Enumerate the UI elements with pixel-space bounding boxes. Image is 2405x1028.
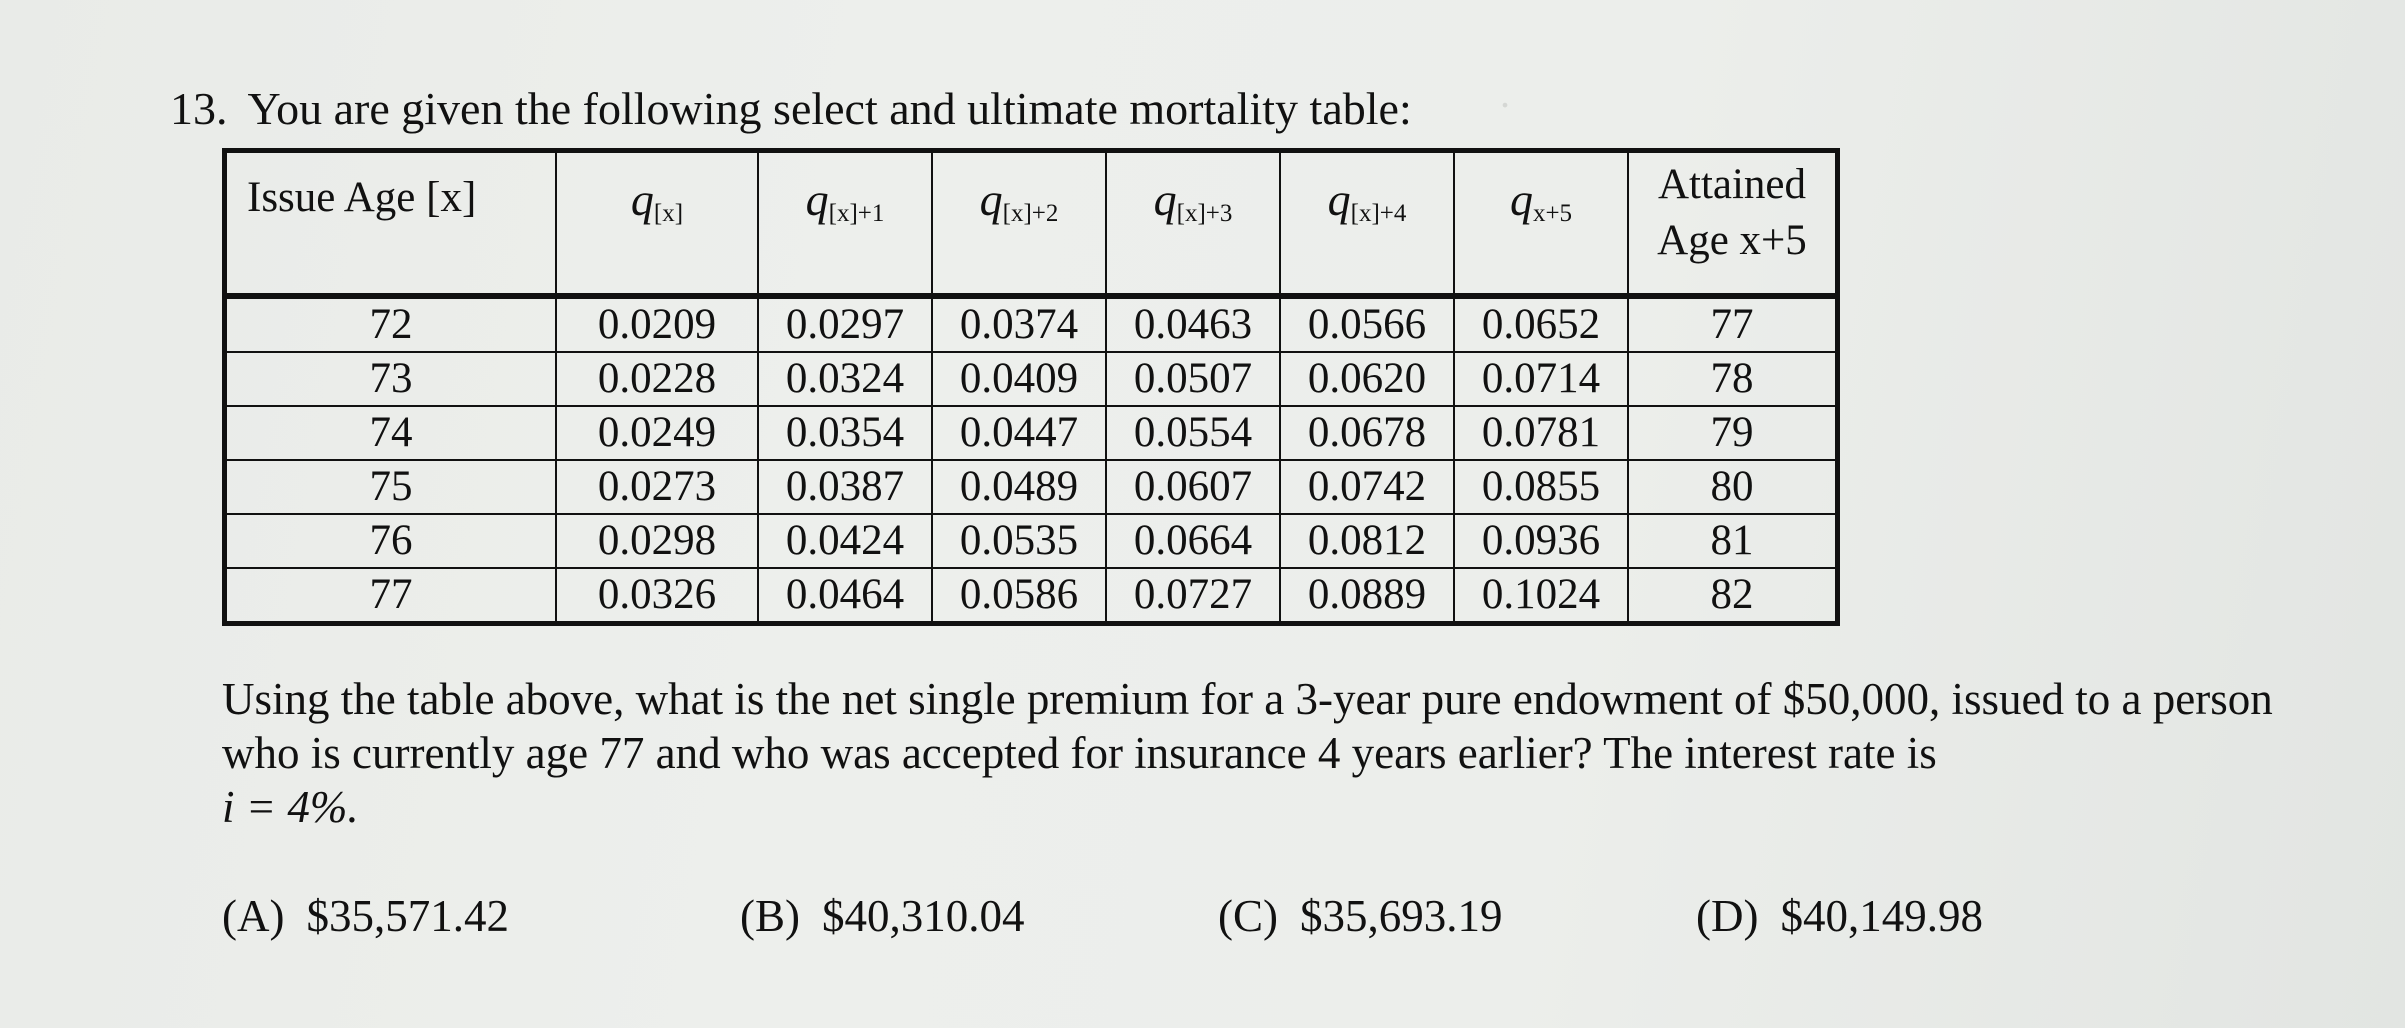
- q-value-cell: 0.0742: [1279, 459, 1455, 515]
- q-value-cell: 0.0463: [1105, 295, 1281, 353]
- q-value-cell: 0.0936: [1453, 513, 1629, 569]
- q-value-cell: 0.0855: [1453, 459, 1629, 515]
- q-value-cell: 0.0489: [931, 459, 1107, 515]
- q-value-cell: 0.0889: [1279, 567, 1455, 625]
- q-value-cell: 0.0298: [555, 513, 759, 569]
- q-value-cell: 0.0326: [555, 567, 759, 625]
- attained-age-cell: 80: [1627, 459, 1839, 515]
- table-body: 72 0.0209 0.0297 0.0374 0.0463 0.0566 0.0652 77…: [223, 295, 1839, 625]
- q-value-cell: 0.0714: [1453, 351, 1629, 407]
- q-value-cell: 0.0652: [1453, 295, 1629, 353]
- option-a-label: (A): [222, 891, 285, 941]
- bleed-through-text: .: [1500, 71, 1510, 116]
- answer-options: (A) $35,571.42 (B) $40,310.04 (C) $35,693.1…: [222, 890, 2372, 950]
- attained-age-cell: 82: [1627, 567, 1839, 625]
- q-value-cell: 0.0607: [1105, 459, 1281, 515]
- q-value-cell: 0.0228: [555, 351, 759, 407]
- option-b[interactable]: (B) $40,310.04: [740, 890, 1025, 942]
- q-value-cell: 0.0535: [931, 513, 1107, 569]
- attained-age-cell: 81: [1627, 513, 1839, 569]
- question-prompt: Using the table above, what is the net s…: [222, 672, 2302, 834]
- q-value-cell: 0.0620: [1279, 351, 1455, 407]
- q-value-cell: 0.0209: [555, 295, 759, 353]
- q-value-cell: 0.0464: [757, 567, 933, 625]
- q-value-cell: 0.0554: [1105, 405, 1281, 461]
- question-number: 13.: [170, 83, 228, 134]
- option-d[interactable]: (D) $40,149.98: [1696, 890, 1983, 942]
- q-value-cell: 0.0566: [1279, 295, 1455, 353]
- issue-age-cell: 74: [223, 405, 557, 461]
- q-value-cell: 0.0249: [555, 405, 759, 461]
- option-d-label: (D): [1696, 891, 1759, 941]
- table-row: 74 0.0249 0.0354 0.0447 0.0554 0.0678 0.0781 79: [223, 405, 1839, 461]
- q-value-cell: 0.0273: [555, 459, 759, 515]
- option-b-value: $40,310.04: [822, 891, 1025, 941]
- attained-age-cell: 79: [1627, 405, 1839, 461]
- option-d-value: $40,149.98: [1780, 891, 1983, 941]
- q-value-cell: 0.0374: [931, 295, 1107, 353]
- interest-rate: i = 4%.: [222, 782, 359, 832]
- q-value-cell: 0.0781: [1453, 405, 1629, 461]
- header-q2: q[x]+2: [931, 149, 1107, 299]
- option-c-label: (C): [1218, 891, 1278, 941]
- q-value-cell: 0.0424: [757, 513, 933, 569]
- option-c-value: $35,693.19: [1300, 891, 1503, 941]
- table-row: 77 0.0326 0.0464 0.0586 0.0727 0.0889 0.1024 82: [223, 567, 1839, 625]
- q-value-cell: 0.0507: [1105, 351, 1281, 407]
- header-q5: qx+5: [1453, 149, 1629, 299]
- q-value-cell: 0.0447: [931, 405, 1107, 461]
- q-value-cell: 0.0297: [757, 295, 933, 353]
- issue-age-cell: 72: [223, 295, 557, 353]
- mortality-table: Issue Age [x] q[x] q[x]+1 q[x]+2 q[x]+3 …: [222, 148, 1840, 626]
- option-a-value: $35,571.42: [306, 891, 509, 941]
- question-title: You are given the following select and u…: [247, 83, 1412, 134]
- header-issue-age: Issue Age [x]: [223, 149, 557, 299]
- issue-age-cell: 77: [223, 567, 557, 625]
- q-value-cell: 0.0387: [757, 459, 933, 515]
- q-value-cell: 0.0586: [931, 567, 1107, 625]
- q-value-cell: 0.0727: [1105, 567, 1281, 625]
- q-value-cell: 0.1024: [1453, 567, 1629, 625]
- option-c[interactable]: (C) $35,693.19: [1218, 890, 1503, 942]
- header-q4: q[x]+4: [1279, 149, 1455, 299]
- option-a[interactable]: (A) $35,571.42: [222, 890, 509, 942]
- attained-age-cell: 78: [1627, 351, 1839, 407]
- prompt-text: Using the table above, what is the net s…: [222, 674, 2273, 778]
- issue-age-cell: 75: [223, 459, 557, 515]
- q-value-cell: 0.0678: [1279, 405, 1455, 461]
- q-value-cell: 0.0664: [1105, 513, 1281, 569]
- option-b-label: (B): [740, 891, 800, 941]
- header-q1: q[x]+1: [757, 149, 933, 299]
- table-header-row: Issue Age [x] q[x] q[x]+1 q[x]+2 q[x]+3 …: [223, 149, 1839, 299]
- table-row: 72 0.0209 0.0297 0.0374 0.0463 0.0566 0.0652 77: [223, 295, 1839, 353]
- table-row: 76 0.0298 0.0424 0.0535 0.0664 0.0812 0.0936 81: [223, 513, 1839, 569]
- table-row: 73 0.0228 0.0324 0.0409 0.0507 0.0620 0.0714 78: [223, 351, 1839, 407]
- header-attained-age: Attained Age x+5: [1627, 149, 1839, 299]
- issue-age-cell: 76: [223, 513, 557, 569]
- issue-age-cell: 73: [223, 351, 557, 407]
- q-value-cell: 0.0354: [757, 405, 933, 461]
- table-row: 75 0.0273 0.0387 0.0489 0.0607 0.0742 0.0855 80: [223, 459, 1839, 515]
- question-header: 13. You are given the following select an…: [170, 82, 1412, 135]
- q-value-cell: 0.0409: [931, 351, 1107, 407]
- q-value-cell: 0.0324: [757, 351, 933, 407]
- header-q3: q[x]+3: [1105, 149, 1281, 299]
- q-value-cell: 0.0812: [1279, 513, 1455, 569]
- attained-age-cell: 77: [1627, 295, 1839, 353]
- header-q0: q[x]: [555, 149, 759, 299]
